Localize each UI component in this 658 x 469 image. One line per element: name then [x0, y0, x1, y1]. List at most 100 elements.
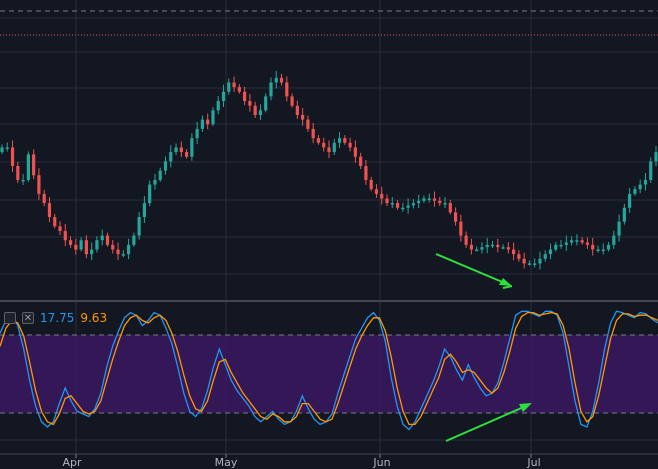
candle-body	[74, 244, 78, 250]
candle-body	[0, 147, 4, 153]
time-label-jul: Jul	[527, 456, 541, 469]
candle-body	[184, 152, 189, 157]
candle-body	[116, 249, 120, 255]
candle-body	[153, 179, 157, 185]
candle-body	[221, 91, 226, 102]
candle-body	[253, 105, 257, 115]
candle-body	[633, 189, 637, 194]
candle-body	[511, 249, 516, 255]
candle-body	[438, 200, 442, 204]
candle-body	[485, 244, 489, 248]
candle-body	[469, 244, 474, 250]
candle-body	[53, 217, 57, 227]
candle-body	[601, 249, 605, 252]
candle-body	[274, 77, 278, 83]
candle-body	[490, 244, 495, 247]
candle-body	[63, 230, 67, 241]
candle-body	[301, 114, 305, 120]
candle-body	[279, 77, 284, 83]
candle-body	[517, 254, 521, 259]
candle-body	[506, 247, 510, 250]
candle-body	[216, 101, 220, 111]
candle-body	[638, 184, 642, 190]
candle-body	[95, 240, 99, 250]
candle-body	[126, 244, 131, 255]
stochastic-d-value: 9.63	[80, 311, 108, 325]
candle-body	[68, 240, 73, 245]
candle-body	[475, 249, 479, 252]
candle-body	[206, 119, 210, 125]
arrow-annotation-price[interactable]	[435, 253, 513, 289]
candle-body	[575, 240, 579, 242]
candle-body	[21, 179, 25, 182]
candle-body	[359, 156, 363, 166]
candle-body	[132, 235, 136, 245]
candle-body	[496, 244, 500, 248]
candle-body	[406, 205, 410, 208]
candle-body	[411, 203, 415, 206]
candle-body	[401, 207, 405, 210]
candle-body	[559, 244, 563, 247]
candle-body	[295, 105, 299, 115]
candle-body	[580, 240, 584, 243]
candle-body	[58, 226, 62, 231]
candle-body	[311, 128, 315, 139]
candle-body	[643, 179, 648, 185]
candle-body	[617, 221, 621, 236]
square-icon[interactable]	[4, 312, 16, 324]
candle-body	[174, 147, 178, 153]
candle-body	[543, 254, 547, 259]
candle-body	[596, 249, 600, 252]
candle-body	[459, 221, 463, 236]
candle-body	[548, 249, 553, 255]
candle-body	[163, 161, 168, 171]
candle-body	[258, 110, 263, 115]
candle-body	[570, 240, 574, 243]
candle-body	[243, 91, 247, 102]
candle-body	[448, 203, 452, 213]
candle-body	[195, 128, 199, 139]
candle-body	[100, 235, 104, 241]
candle-body	[501, 247, 505, 249]
candle-body	[628, 193, 632, 208]
candle-body	[269, 82, 273, 97]
candle-body	[453, 212, 458, 222]
arrow-annotation-indicator[interactable]	[445, 403, 532, 442]
time-axis[interactable]: Apr May Jun Jul	[0, 455, 658, 469]
candle-body	[385, 198, 389, 204]
candle-body	[16, 166, 20, 180]
candle-body	[369, 179, 373, 190]
candle-body	[464, 235, 468, 245]
candle-body	[417, 200, 421, 204]
close-icon[interactable]: ✕	[22, 312, 34, 324]
candle-body	[47, 203, 52, 218]
candle-body	[42, 193, 46, 204]
candle-body	[390, 203, 394, 205]
candle-body	[332, 142, 336, 153]
candle-body	[37, 175, 41, 194]
candle-body	[364, 166, 368, 180]
candle-body	[538, 258, 542, 264]
indicator-legend: ✕ 17.75 9.63	[4, 311, 107, 325]
candle-body	[5, 147, 9, 149]
candle-body	[527, 263, 532, 265]
candle-body	[606, 244, 611, 250]
candle-body	[522, 258, 526, 264]
candle-body	[622, 207, 626, 222]
candle-body	[237, 87, 241, 92]
candle-body	[264, 96, 268, 111]
candle-body	[564, 242, 568, 245]
candle-body	[322, 142, 326, 148]
candle-body	[248, 101, 252, 106]
candle-body	[142, 203, 147, 218]
candle-body	[285, 82, 289, 97]
time-label-may: May	[214, 456, 238, 469]
candle-body	[585, 242, 590, 245]
candle-body	[443, 203, 447, 205]
candle-body	[348, 142, 352, 148]
candle-body	[111, 244, 115, 250]
candle-body	[10, 147, 15, 166]
candle-body	[353, 147, 357, 157]
